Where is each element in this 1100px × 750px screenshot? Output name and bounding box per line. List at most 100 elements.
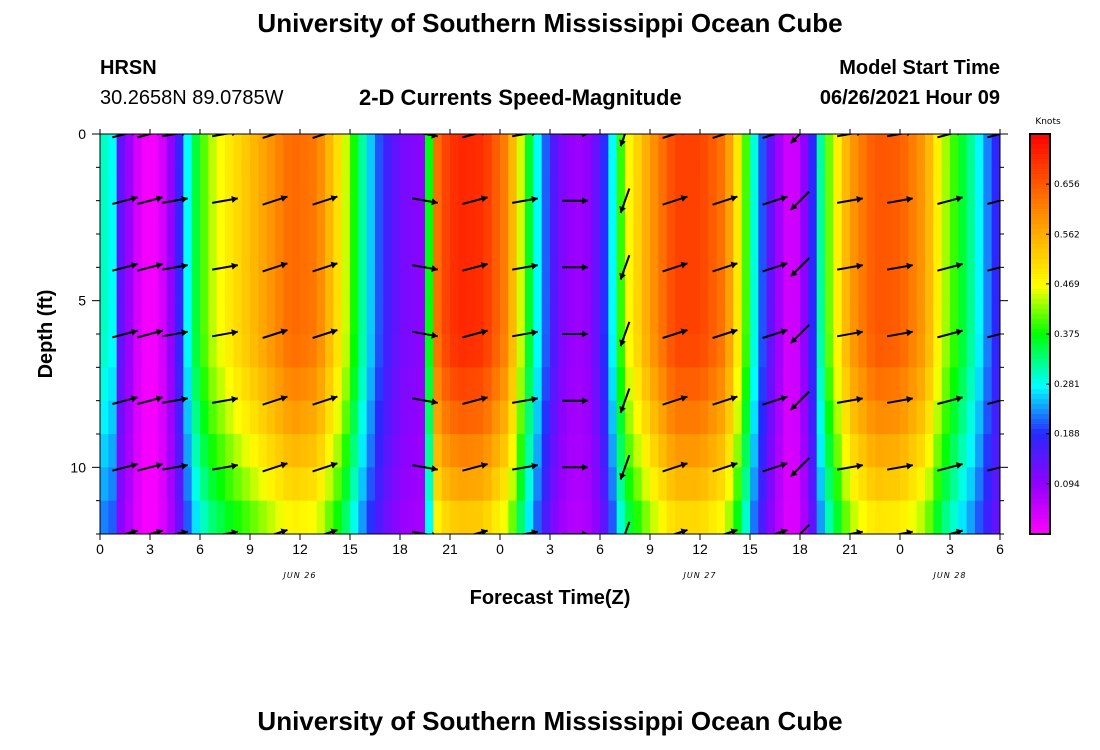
current-vector-head (231, 196, 238, 203)
heatmap-cell (708, 467, 718, 502)
heatmap-cell (708, 434, 718, 468)
colorbar-swatch (1030, 389, 1050, 395)
current-vector-head (330, 461, 338, 469)
heatmap-cell (200, 300, 209, 335)
heatmap-cell (475, 334, 484, 368)
heatmap-cell (641, 434, 651, 468)
heatmap-cell (666, 167, 676, 202)
heatmap-cell (491, 334, 501, 368)
heatmap-cell (941, 367, 951, 402)
heatmap-cell (725, 267, 734, 302)
heatmap-cell (375, 367, 384, 402)
heatmap-cell (983, 400, 993, 435)
colorbar-swatch (1030, 514, 1050, 520)
current-vector-head (330, 528, 338, 534)
heatmap-cell (216, 234, 226, 268)
heatmap-cell (133, 467, 143, 502)
heatmap-cell (225, 367, 234, 402)
heatmap-cell (700, 467, 709, 502)
heatmap-cell (333, 500, 343, 534)
heatmap-cell (583, 400, 593, 435)
heatmap-cell (533, 434, 543, 468)
heatmap-cell (658, 300, 668, 335)
heatmap-cell (733, 300, 743, 335)
heatmap-cell (658, 334, 668, 368)
colorbar-swatch (1030, 424, 1050, 430)
heatmap-cell (766, 267, 776, 302)
heatmap-cell (675, 434, 684, 468)
heatmap-cell (800, 234, 809, 268)
heatmap-cell (500, 300, 509, 335)
heatmap-cell (166, 367, 176, 402)
heatmap-cell (766, 134, 776, 168)
heatmap-cell (983, 234, 993, 268)
x-tick-label: 9 (646, 541, 654, 557)
heatmap-cell (616, 500, 626, 534)
heatmap-cell (841, 200, 851, 235)
heatmap-cell (375, 300, 384, 335)
heatmap-cell (858, 467, 868, 502)
current-vector-head (280, 195, 288, 202)
current-vector-head (231, 529, 238, 534)
heatmap-cell (716, 434, 726, 468)
heatmap-cell (533, 134, 543, 168)
heatmap-cell (675, 234, 684, 268)
heatmap-cell (516, 267, 526, 302)
heatmap-cell (283, 334, 293, 368)
heatmap-cell (633, 234, 643, 268)
heatmap-cell (241, 434, 251, 468)
heatmap-cell (158, 400, 168, 435)
heatmap-cell (266, 267, 276, 302)
heatmap-cell (966, 434, 976, 468)
heatmap-cell (100, 234, 109, 268)
heatmap-cell (716, 500, 726, 534)
heatmap-cell (291, 134, 301, 168)
heatmap-cell (158, 300, 168, 335)
current-vector-head (431, 265, 438, 272)
heatmap-cell (250, 134, 259, 168)
x-tick-label: 0 (896, 541, 904, 557)
heatmap-cell (850, 500, 859, 534)
heatmap-cell (883, 267, 893, 302)
heatmap-cell (875, 200, 884, 235)
heatmap-cell (175, 134, 184, 168)
heatmap-cell (150, 334, 159, 368)
heatmap-cell (166, 400, 176, 435)
heatmap-cell (691, 267, 701, 302)
heatmap-cell (441, 300, 451, 335)
heatmap-cell (841, 167, 851, 202)
heatmap-cell (183, 300, 193, 335)
colorbar-swatch (1030, 394, 1050, 400)
heatmap-cell (950, 167, 959, 202)
current-vector-head (1006, 529, 1013, 536)
heatmap-cell (941, 334, 951, 368)
heatmap-cell (391, 367, 401, 402)
heatmap-cell (991, 434, 1000, 468)
heatmap-cell (433, 334, 443, 368)
heatmap-cell (308, 167, 318, 202)
heatmap-cell (300, 400, 309, 435)
current-vector-head (232, 134, 236, 137)
heatmap-cell (533, 167, 543, 202)
heatmap-cell (258, 300, 268, 335)
heatmap-cell (275, 300, 284, 335)
heatmap-cell (308, 334, 318, 368)
current-vector-head (680, 261, 688, 269)
colorbar-swatch (1030, 464, 1050, 470)
heatmap-cell (400, 200, 409, 235)
heatmap-cell (625, 167, 634, 202)
current-vector-head (181, 196, 188, 203)
heatmap-cell (708, 134, 718, 168)
colorbar-swatch (1030, 159, 1050, 165)
heatmap-cell (691, 400, 701, 435)
x-tick-label: 18 (792, 541, 808, 557)
heatmap-cell (966, 500, 976, 534)
heatmap-cell (766, 400, 776, 435)
heatmap-cell (500, 500, 509, 534)
heatmap-cell (275, 267, 284, 302)
heatmap-cell (100, 334, 109, 368)
heatmap-cell (900, 267, 909, 302)
heatmap-cell (308, 200, 318, 235)
heatmap-cell (275, 234, 284, 268)
heatmap-cell (891, 334, 901, 368)
